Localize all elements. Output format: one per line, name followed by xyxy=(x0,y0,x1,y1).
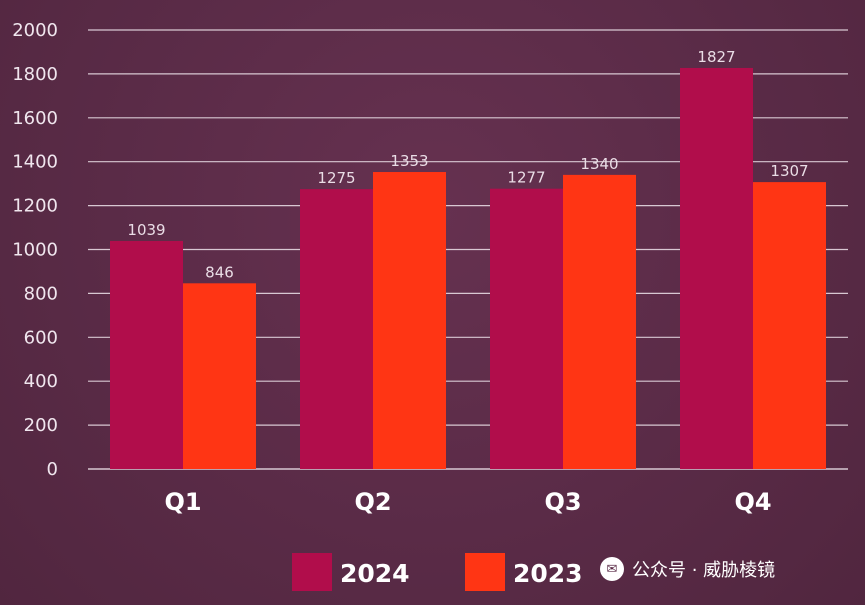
bar-2024-q1 xyxy=(110,240,183,469)
legend: 2024 2023 xyxy=(292,553,583,591)
bar-2023-q4 xyxy=(753,182,826,469)
legend-swatch-2024 xyxy=(292,553,332,591)
watermark: ✉ 公众号 · 威胁棱镜 xyxy=(600,556,775,582)
legend-swatch-2023 xyxy=(465,553,505,591)
y-tick-label: 1000 xyxy=(12,240,58,261)
x-tick-label: Q3 xyxy=(544,488,581,516)
data-label: 1275 xyxy=(317,169,355,187)
y-tick-label: 1400 xyxy=(12,152,58,173)
data-label: 1353 xyxy=(390,152,428,170)
bar-2024-q2 xyxy=(300,189,373,469)
bar-2023-q2 xyxy=(373,172,446,470)
y-tick-label: 800 xyxy=(24,283,58,304)
x-tick-label: Q2 xyxy=(354,488,391,516)
x-tick-label: Q1 xyxy=(164,488,201,516)
y-tick-label: 1800 xyxy=(12,64,58,85)
data-label: 1039 xyxy=(127,221,165,239)
y-tick-label: 400 xyxy=(24,371,58,392)
data-label: 846 xyxy=(205,263,234,281)
y-tick-label: 0 xyxy=(47,459,58,480)
data-label: 1307 xyxy=(770,162,808,180)
bars-layer xyxy=(110,67,826,470)
x-tick-label: Q4 xyxy=(734,488,771,516)
bar-2023-q1 xyxy=(183,283,256,469)
y-tick-label: 2000 xyxy=(12,20,58,41)
data-label: 1277 xyxy=(507,169,545,187)
bar-2023-q3 xyxy=(563,174,636,469)
labels-layer: 0 200 400 600 800 1000 1200 1400 1600 1800 2000 103… xyxy=(12,20,808,516)
y-tick-label: 600 xyxy=(24,327,58,348)
y-tick-label: 200 xyxy=(24,415,58,436)
bar-2024-q3 xyxy=(490,188,563,470)
legend-label-2023: 2023 xyxy=(513,559,583,588)
data-label: 1340 xyxy=(580,155,618,173)
y-tick-label: 1200 xyxy=(12,196,58,217)
wechat-icon: ✉ xyxy=(600,557,624,581)
legend-label-2024: 2024 xyxy=(340,559,410,588)
bar-2024-q4 xyxy=(680,67,753,469)
data-label: 1827 xyxy=(697,48,735,66)
watermark-text: 公众号 · 威胁棱镜 xyxy=(632,560,776,581)
y-tick-label: 1600 xyxy=(12,108,58,129)
